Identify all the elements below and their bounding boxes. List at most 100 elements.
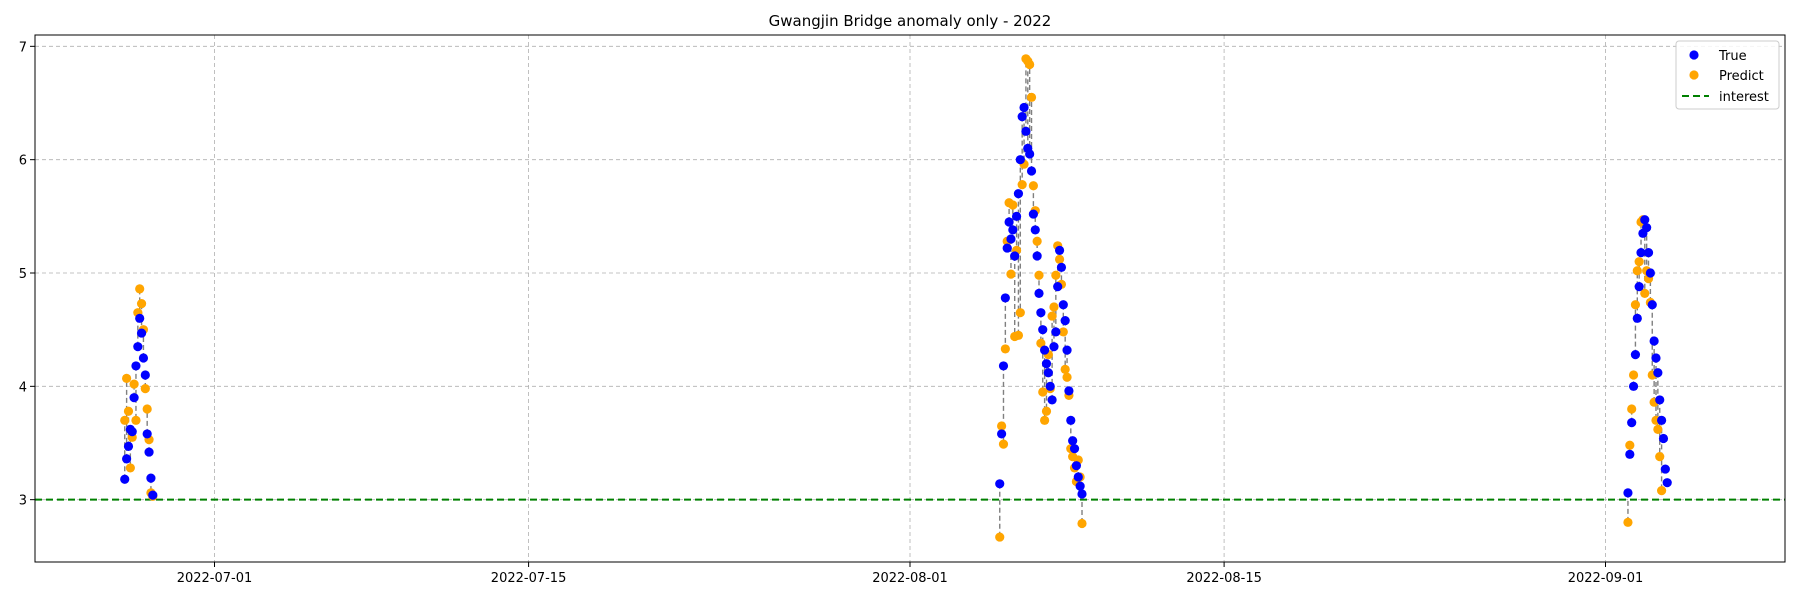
y-tick-label: 7 xyxy=(19,40,27,55)
true-point xyxy=(140,370,150,380)
x-tick-label: 2022-08-01 xyxy=(872,571,948,586)
y-tick-label: 4 xyxy=(19,380,27,395)
true-point xyxy=(1040,345,1050,355)
axes: 2022-07-01 2022-07-15 2022-08-01 2022-08-15… xyxy=(19,34,1786,586)
true-point xyxy=(1649,336,1659,346)
x-tick-label: 2022-08-15 xyxy=(1186,571,1262,586)
true-point xyxy=(1653,368,1663,378)
predict-point xyxy=(1625,440,1635,450)
true-point xyxy=(1658,433,1669,444)
true-point xyxy=(1051,327,1061,337)
true-point xyxy=(1642,223,1652,233)
true-series xyxy=(120,102,1672,500)
true-point xyxy=(1068,436,1078,446)
true-point xyxy=(997,429,1007,439)
x-tick-label: 2022-09-01 xyxy=(1568,571,1644,586)
true-point xyxy=(998,361,1009,371)
true-point xyxy=(1041,359,1052,369)
true-point xyxy=(1060,316,1070,326)
true-point xyxy=(1077,489,1087,499)
predict-point xyxy=(1034,270,1044,280)
true-point xyxy=(136,328,147,338)
true-point xyxy=(1657,415,1667,425)
predict-point xyxy=(1657,486,1667,496)
predict-point xyxy=(997,421,1007,431)
true-point xyxy=(1038,325,1048,335)
legend-interest-label: interest xyxy=(1719,90,1769,105)
y-tick-label: 5 xyxy=(19,267,27,282)
true-point xyxy=(142,429,152,439)
true-point xyxy=(146,473,156,483)
true-point xyxy=(1004,217,1014,227)
predict-point xyxy=(1013,330,1024,340)
true-point xyxy=(1630,350,1641,360)
true-point xyxy=(1073,472,1083,482)
predict-point xyxy=(1054,254,1065,264)
predict-point xyxy=(1051,270,1061,280)
predict-point xyxy=(1041,406,1052,416)
predict-point xyxy=(1627,404,1637,414)
legend-box xyxy=(1675,40,1780,110)
predict-point xyxy=(1006,269,1016,279)
predict-point xyxy=(1008,200,1018,210)
predict-point xyxy=(1000,344,1010,354)
y-tick-label: 3 xyxy=(19,494,27,509)
predict-point xyxy=(1049,302,1059,312)
true-point xyxy=(1026,166,1037,176)
true-point xyxy=(1660,464,1670,474)
true-point xyxy=(1643,248,1654,258)
predict-point xyxy=(1060,364,1070,374)
true-point xyxy=(1036,308,1046,318)
true-point xyxy=(1053,282,1063,292)
true-point xyxy=(1049,342,1059,352)
true-point xyxy=(1066,415,1076,425)
true-point xyxy=(1655,395,1665,405)
true-point xyxy=(1000,293,1010,303)
true-point xyxy=(129,393,139,403)
true-point xyxy=(1628,381,1639,391)
true-point xyxy=(1623,488,1633,498)
predict-point xyxy=(131,415,141,425)
predict-point xyxy=(1040,415,1050,425)
predict-point xyxy=(122,373,132,383)
true-point xyxy=(1013,189,1024,199)
predict-point xyxy=(1653,424,1663,434)
predict-point xyxy=(1623,517,1633,527)
predict-point xyxy=(1655,452,1665,462)
true-point xyxy=(1636,248,1646,258)
predict-point xyxy=(1058,327,1068,337)
true-point xyxy=(1064,386,1074,396)
predict-series xyxy=(120,54,1667,542)
predict-point xyxy=(1032,236,1042,246)
true-point xyxy=(1647,300,1657,310)
predict-point xyxy=(995,532,1005,542)
predict-point xyxy=(123,406,134,416)
x-tick-label: 2022-07-01 xyxy=(177,571,253,586)
predict-point xyxy=(129,379,139,389)
true-point xyxy=(127,427,137,437)
predict-point xyxy=(1077,518,1087,529)
legend-predict-label: Predict xyxy=(1719,69,1764,84)
true-point xyxy=(1075,481,1085,491)
predict-point xyxy=(140,384,150,394)
predict-point xyxy=(1026,92,1037,102)
predict-point xyxy=(125,463,135,473)
true-point xyxy=(123,441,134,451)
x-tick-label: 2022-07-15 xyxy=(491,571,567,586)
legend: True Predict interest xyxy=(1675,40,1780,110)
predict-point xyxy=(142,404,152,414)
true-point xyxy=(1011,211,1022,221)
true-point xyxy=(1045,381,1055,391)
chart-title: Gwangjin Bridge anomaly only - 2022 xyxy=(769,12,1052,30)
predict-point xyxy=(1634,257,1644,267)
predict-point xyxy=(1640,288,1650,298)
true-point xyxy=(1627,418,1637,428)
true-point xyxy=(1058,300,1068,310)
true-point xyxy=(1034,288,1044,298)
true-point xyxy=(1069,444,1080,454)
true-point xyxy=(1008,225,1018,235)
true-point xyxy=(1032,251,1042,261)
true-point xyxy=(1634,282,1644,292)
